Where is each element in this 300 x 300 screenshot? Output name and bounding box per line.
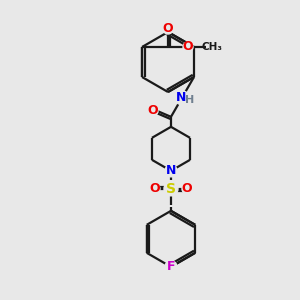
Circle shape [175,91,189,105]
Text: S: S [166,182,176,196]
Text: N: N [166,164,176,177]
Circle shape [163,24,173,34]
Circle shape [150,184,160,194]
Circle shape [165,261,177,273]
Text: H: H [185,95,195,105]
Text: CH₃: CH₃ [202,42,223,52]
Text: O: O [182,182,192,195]
Text: O: O [148,104,158,117]
Circle shape [148,106,158,116]
Text: O: O [163,22,173,35]
Circle shape [183,42,193,52]
Circle shape [164,182,178,196]
Text: O: O [150,182,160,195]
Circle shape [182,184,192,194]
Text: F: F [167,260,175,273]
Circle shape [165,165,177,177]
Text: O: O [183,40,193,53]
Text: N: N [176,91,186,104]
